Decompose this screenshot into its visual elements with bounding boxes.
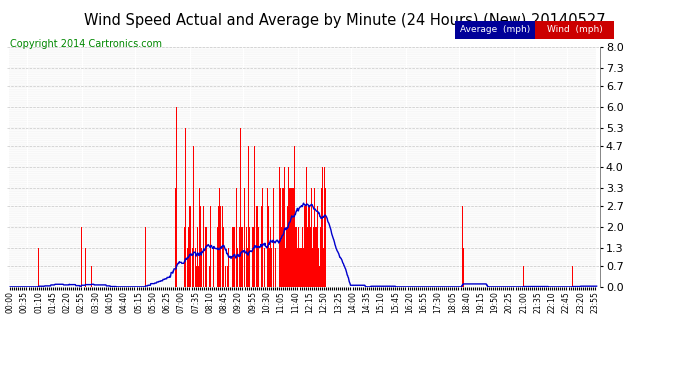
Text: Wind  (mph): Wind (mph) bbox=[546, 26, 602, 34]
Text: Copyright 2014 Cartronics.com: Copyright 2014 Cartronics.com bbox=[10, 39, 162, 50]
Text: Wind Speed Actual and Average by Minute (24 Hours) (New) 20140527: Wind Speed Actual and Average by Minute … bbox=[84, 13, 606, 28]
Text: Average  (mph): Average (mph) bbox=[460, 26, 530, 34]
